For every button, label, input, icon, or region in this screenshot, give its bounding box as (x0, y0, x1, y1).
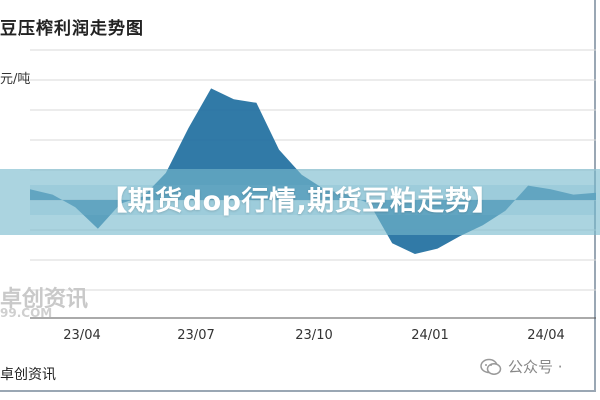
chart-title: 豆压榨利润走势图 (0, 19, 144, 39)
x-tick-label: 24/04 (527, 328, 564, 343)
banner-overlay (0, 169, 600, 235)
watermark-en: 99.COM (0, 306, 53, 320)
watermark-cn: 卓创资讯 (0, 287, 89, 312)
x-tick-label: 24/01 (411, 328, 448, 343)
banner-text: 【期货dop行情,期货豆粕走势】 (100, 186, 500, 217)
wechat-badge[interactable]: 公众号 · (480, 356, 563, 377)
y-axis-unit: 元/吨 (0, 72, 31, 87)
wechat-icon (480, 358, 502, 375)
source-label: 卓创资讯 (0, 367, 56, 383)
wechat-label: 公众号 · (508, 358, 563, 376)
x-tick-label: 23/04 (63, 328, 100, 343)
x-axis-ticks: 23/04 23/07 23/10 24/01 24/04 (63, 328, 564, 343)
x-tick-label: 23/07 (177, 328, 214, 343)
x-tick-label: 23/10 (295, 328, 332, 343)
